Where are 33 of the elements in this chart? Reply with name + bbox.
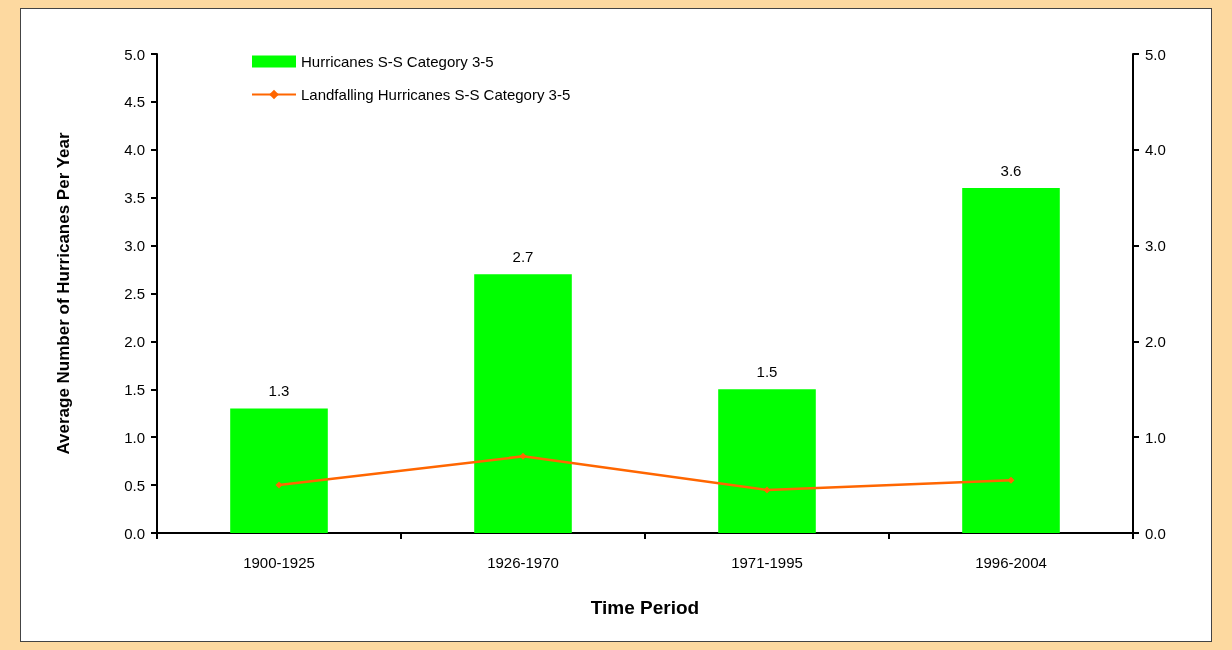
y-tick-label: 1.0 [124,428,145,446]
x-tick-label: 1971-1995 [731,554,803,571]
x-tick-label: 1996-2004 [975,554,1047,571]
y2-tick-label: 2.0 [1145,332,1166,350]
y-tick-label: 4.0 [124,141,145,159]
data-label: 1.5 [756,363,778,381]
x-tick-label: 1900-1925 [243,554,315,571]
legend-label: Landfalling Hurricanes S-S Category 3-5 [301,86,571,103]
data-label: 3.6 [1000,162,1022,180]
y-tick-label: 4.5 [124,93,145,111]
data-label: 2.7 [512,248,534,266]
x-tick-label: 1926-1970 [487,554,559,571]
y-tick-label: 2.5 [124,285,145,302]
y2-tick-label: 0.0 [1145,524,1166,542]
y-tick-label: 0.5 [124,476,145,494]
y2-tick-label: 3.0 [1145,237,1166,255]
y2-tick-label: 5.0 [1145,45,1166,63]
y-tick-label: 3.5 [124,189,145,207]
y-tick-label: 5.0 [124,45,145,63]
y-axis-title: Average Number of Hurricanes Per Year [54,132,73,455]
x-axis-title: Time Period [590,597,700,618]
bar [474,274,572,533]
bar [718,389,816,533]
y-tick-label: 1.5 [124,380,145,398]
legend-label: Hurricanes S-S Category 3-5 [301,53,494,70]
y-tick-label: 3.0 [124,237,145,255]
data-label: 1.3 [268,382,290,400]
y2-tick-label: 4.0 [1145,141,1166,159]
bar [230,408,328,533]
y-tick-label: 0.0 [124,524,145,542]
bar [962,188,1060,533]
y2-tick-label: 1.0 [1145,428,1166,446]
y-tick-label: 2.0 [124,332,145,350]
